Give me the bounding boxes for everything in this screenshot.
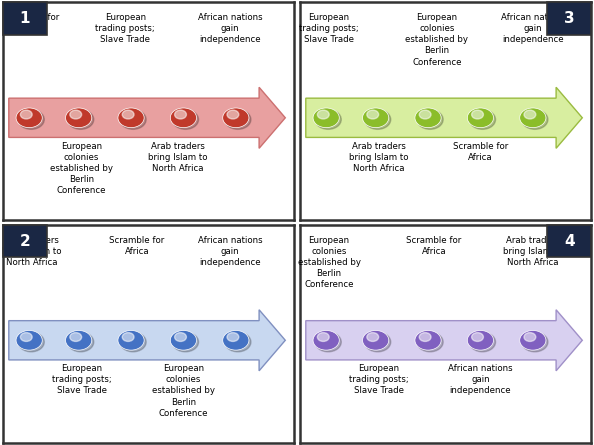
Circle shape — [524, 110, 536, 119]
Text: Arab traders
bring Islam to
North Africa: Arab traders bring Islam to North Africa — [503, 236, 563, 267]
Circle shape — [313, 331, 339, 350]
Circle shape — [120, 110, 146, 129]
Circle shape — [20, 110, 32, 119]
Text: Scramble for
Africa: Scramble for Africa — [453, 142, 508, 162]
Text: European
trading posts;
Slave Trade: European trading posts; Slave Trade — [52, 364, 112, 396]
Circle shape — [419, 332, 431, 341]
Text: Arab traders
bring Islam to
North Africa: Arab traders bring Islam to North Africa — [2, 236, 62, 267]
Text: African nations
gain
independence: African nations gain independence — [448, 364, 513, 396]
Circle shape — [365, 332, 391, 352]
Circle shape — [170, 331, 197, 350]
Circle shape — [362, 108, 388, 128]
FancyBboxPatch shape — [547, 2, 591, 35]
Circle shape — [172, 332, 198, 352]
Circle shape — [419, 110, 431, 119]
Circle shape — [118, 108, 144, 128]
Text: Scramble for
Africa: Scramble for Africa — [4, 13, 60, 33]
Circle shape — [520, 331, 546, 350]
Circle shape — [175, 332, 187, 341]
Circle shape — [315, 332, 342, 352]
Polygon shape — [9, 87, 285, 148]
Text: African nations
gain
independence: African nations gain independence — [501, 13, 565, 44]
Circle shape — [362, 331, 388, 350]
Circle shape — [223, 331, 249, 350]
Circle shape — [522, 110, 548, 129]
Polygon shape — [306, 87, 582, 148]
Text: Arab traders
bring Islam to
North Africa: Arab traders bring Islam to North Africa — [148, 142, 207, 173]
Circle shape — [65, 331, 91, 350]
Circle shape — [122, 332, 134, 341]
FancyBboxPatch shape — [3, 2, 46, 35]
Circle shape — [225, 332, 251, 352]
Circle shape — [472, 332, 484, 341]
Circle shape — [16, 108, 42, 128]
Text: 3: 3 — [564, 11, 574, 26]
Text: 1: 1 — [20, 11, 30, 26]
Circle shape — [317, 332, 329, 341]
Circle shape — [315, 110, 342, 129]
Circle shape — [469, 110, 495, 129]
Circle shape — [70, 110, 81, 119]
Text: European
colonies
established by
Berlin
Conference: European colonies established by Berlin … — [405, 13, 468, 66]
FancyBboxPatch shape — [3, 225, 46, 257]
Circle shape — [172, 110, 198, 129]
Circle shape — [472, 110, 484, 119]
Text: European
trading posts;
Slave Trade: European trading posts; Slave Trade — [349, 364, 409, 396]
Text: European
trading posts;
Slave Trade: European trading posts; Slave Trade — [96, 13, 155, 44]
Circle shape — [18, 332, 45, 352]
Circle shape — [313, 108, 339, 128]
Circle shape — [522, 332, 548, 352]
Circle shape — [520, 108, 546, 128]
Text: Scramble for
Africa: Scramble for Africa — [109, 236, 165, 256]
Circle shape — [367, 332, 378, 341]
Polygon shape — [9, 310, 285, 371]
Circle shape — [365, 110, 391, 129]
Circle shape — [415, 108, 441, 128]
Circle shape — [65, 108, 91, 128]
Text: African nations
gain
independence: African nations gain independence — [198, 236, 263, 267]
Circle shape — [16, 331, 42, 350]
Circle shape — [122, 110, 134, 119]
Circle shape — [367, 110, 378, 119]
Circle shape — [170, 108, 197, 128]
Circle shape — [68, 110, 94, 129]
Circle shape — [417, 110, 443, 129]
Text: Arab traders
bring Islam to
North Africa: Arab traders bring Islam to North Africa — [349, 142, 408, 173]
Circle shape — [469, 332, 495, 352]
Circle shape — [227, 110, 239, 119]
Text: European
colonies
established by
Berlin
Conference: European colonies established by Berlin … — [152, 364, 215, 418]
Circle shape — [68, 332, 94, 352]
Circle shape — [18, 110, 45, 129]
Circle shape — [524, 332, 536, 341]
Circle shape — [120, 332, 146, 352]
Circle shape — [227, 332, 239, 341]
FancyBboxPatch shape — [547, 225, 591, 257]
Circle shape — [70, 332, 81, 341]
Text: European
colonies
established by
Berlin
Conference: European colonies established by Berlin … — [50, 142, 113, 195]
Text: Scramble for
Africa: Scramble for Africa — [406, 236, 462, 256]
Circle shape — [317, 110, 329, 119]
Circle shape — [118, 331, 144, 350]
Polygon shape — [306, 310, 582, 371]
Circle shape — [467, 331, 494, 350]
Text: 2: 2 — [20, 234, 30, 249]
Circle shape — [467, 108, 494, 128]
Circle shape — [20, 332, 32, 341]
Circle shape — [225, 110, 251, 129]
Text: European
trading posts;
Slave Trade: European trading posts; Slave Trade — [299, 13, 359, 44]
Circle shape — [175, 110, 187, 119]
Text: 4: 4 — [564, 234, 574, 249]
Circle shape — [223, 108, 249, 128]
Text: European
colonies
established by
Berlin
Conference: European colonies established by Berlin … — [298, 236, 361, 289]
Circle shape — [415, 331, 441, 350]
Circle shape — [417, 332, 443, 352]
Text: African nations
gain
independence: African nations gain independence — [198, 13, 263, 44]
